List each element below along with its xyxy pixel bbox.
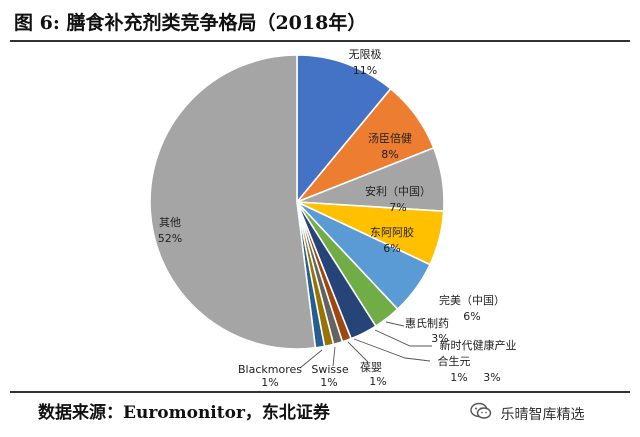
leader-line	[353, 338, 431, 362]
pie-slices	[149, 54, 445, 350]
slice-name-label: Blackmores	[238, 363, 302, 376]
slice-value-label: 6%	[383, 242, 400, 255]
slice-name-label: 合生元	[438, 354, 471, 368]
figure-title: 图 6: 膳食补充剂类竞争格局（2018年）	[14, 12, 367, 34]
slice-name-label: 葆婴	[360, 361, 382, 374]
slice-value-label: 1%	[450, 371, 467, 384]
slice-value-label: 7%	[389, 201, 406, 214]
source-divider	[10, 391, 630, 393]
pie-slice	[149, 54, 317, 350]
slice-value-label: 11%	[353, 64, 377, 77]
slice-value-label: 8%	[381, 148, 398, 161]
slice-value-label: 1%	[369, 375, 386, 388]
slice-value-label: 1%	[320, 376, 337, 389]
leader-line	[299, 349, 323, 369]
slice-name-label: 无限极	[349, 47, 382, 61]
slice-name-label: 安利（中国）	[365, 184, 431, 198]
watermark-text: 乐晴智库精选	[500, 407, 585, 423]
slice-name-label: Swisse	[311, 363, 348, 376]
slice-value-label: 3%	[483, 371, 500, 384]
title-divider	[10, 40, 630, 42]
slice-name-label: 其他	[159, 216, 181, 229]
leader-line	[385, 321, 405, 327]
slice-value-label: 6%	[463, 310, 480, 323]
slice-name-label: 汤臣倍健	[368, 131, 412, 145]
pie-slice	[296, 54, 392, 205]
slice-name-label: 完美（中国）	[439, 293, 505, 307]
slice-value-label: 52%	[158, 232, 182, 245]
slice-value-label: 3%	[431, 332, 448, 345]
slice-value-label: 1%	[261, 376, 278, 389]
source-note: 数据来源：Euromonitor，东北证券	[38, 403, 330, 423]
slice-name-label: 东阿阿胶	[370, 225, 414, 239]
wechat-icon	[470, 402, 492, 428]
leader-line	[332, 346, 336, 367]
watermark: 乐晴智库精选	[470, 402, 584, 426]
slice-name-label: 惠氏制药	[405, 316, 449, 330]
slice-name-label: 新时代健康产业	[440, 338, 517, 352]
leader-line	[374, 329, 432, 347]
leader-line	[347, 341, 369, 363]
